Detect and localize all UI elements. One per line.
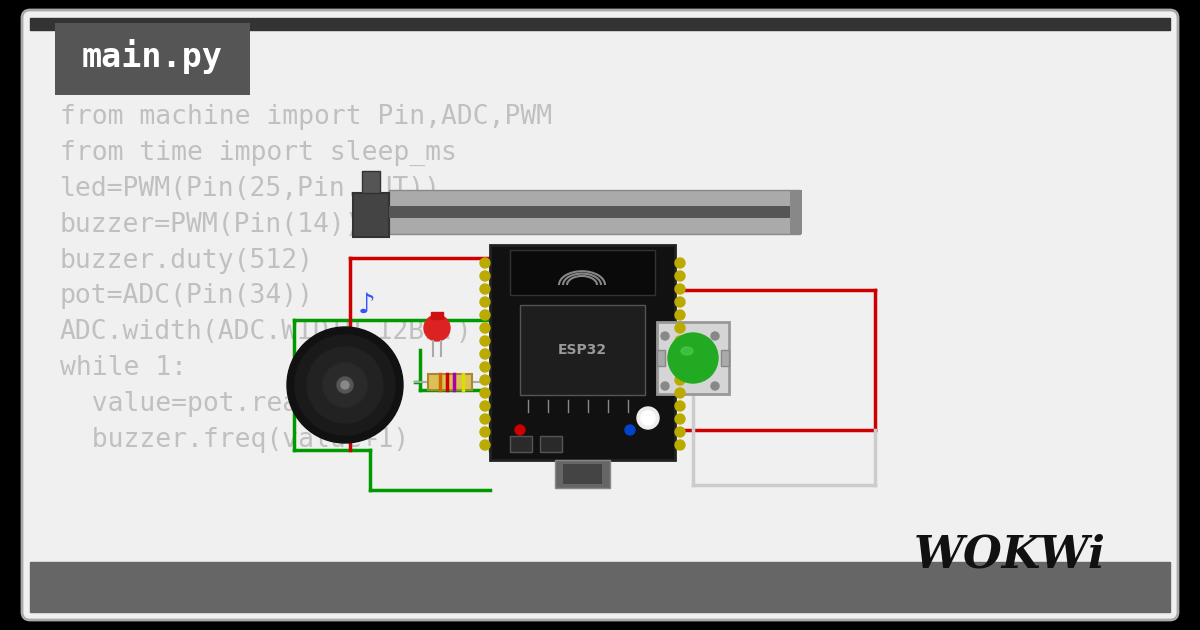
Circle shape	[641, 411, 655, 425]
Circle shape	[674, 349, 685, 359]
Circle shape	[323, 363, 367, 407]
Text: ♪: ♪	[358, 291, 376, 319]
Text: from time import sleep_ms: from time import sleep_ms	[60, 140, 457, 166]
Circle shape	[341, 381, 349, 389]
Text: led=PWM(Pin(25,Pin.OUT)): led=PWM(Pin(25,Pin.OUT))	[60, 176, 442, 202]
Circle shape	[674, 401, 685, 411]
Circle shape	[480, 362, 490, 372]
Circle shape	[480, 271, 490, 281]
Circle shape	[424, 315, 450, 341]
Circle shape	[661, 382, 670, 390]
Text: buzzer.freq(value+1): buzzer.freq(value+1)	[60, 427, 409, 453]
Circle shape	[674, 297, 685, 307]
Ellipse shape	[682, 347, 694, 355]
Circle shape	[674, 323, 685, 333]
Circle shape	[710, 332, 719, 340]
Circle shape	[480, 323, 490, 333]
Bar	[510, 436, 532, 452]
Bar	[55, 23, 250, 95]
Bar	[428, 374, 472, 390]
Circle shape	[674, 388, 685, 398]
Circle shape	[668, 333, 718, 383]
Circle shape	[287, 327, 403, 443]
Circle shape	[480, 336, 490, 346]
Circle shape	[480, 401, 490, 411]
Text: pot=ADC(Pin(34)): pot=ADC(Pin(34))	[60, 283, 314, 309]
Bar	[30, 562, 1170, 612]
Bar	[30, 18, 1170, 30]
Circle shape	[710, 382, 719, 390]
Bar	[520, 305, 646, 395]
Circle shape	[515, 425, 526, 435]
Bar	[353, 193, 389, 237]
Circle shape	[674, 284, 685, 294]
Bar	[362, 171, 380, 193]
Text: main.py: main.py	[82, 40, 222, 74]
Circle shape	[307, 347, 383, 423]
Bar	[658, 350, 665, 366]
Bar	[540, 436, 562, 452]
FancyBboxPatch shape	[22, 10, 1178, 620]
Bar	[658, 322, 730, 394]
Circle shape	[480, 297, 490, 307]
Circle shape	[480, 388, 490, 398]
Circle shape	[295, 335, 395, 435]
Circle shape	[674, 258, 685, 268]
Circle shape	[674, 427, 685, 437]
Circle shape	[674, 414, 685, 424]
Circle shape	[674, 310, 685, 320]
Bar	[431, 312, 443, 319]
Circle shape	[337, 377, 353, 393]
Circle shape	[661, 332, 670, 340]
Bar	[563, 464, 602, 484]
Circle shape	[480, 414, 490, 424]
Circle shape	[674, 336, 685, 346]
Text: buzzer.duty(512): buzzer.duty(512)	[60, 248, 314, 274]
Bar	[490, 245, 674, 460]
Circle shape	[674, 271, 685, 281]
Text: while 1:: while 1:	[60, 355, 187, 381]
Text: buzzer=PWM(Pin(14)): buzzer=PWM(Pin(14))	[60, 212, 361, 238]
Circle shape	[637, 407, 659, 429]
Circle shape	[480, 284, 490, 294]
Text: ADC.width(ADC.WIDTH_12BIT): ADC.width(ADC.WIDTH_12BIT)	[60, 319, 473, 345]
Text: from machine import Pin,ADC,PWM: from machine import Pin,ADC,PWM	[60, 104, 552, 130]
Text: ESP32: ESP32	[558, 343, 606, 357]
Circle shape	[674, 440, 685, 450]
Bar	[554, 460, 610, 488]
Text: value=pot.read(): value=pot.read()	[60, 391, 346, 417]
Bar	[389, 206, 800, 218]
Circle shape	[480, 375, 490, 385]
Bar	[389, 190, 800, 234]
Circle shape	[480, 440, 490, 450]
Circle shape	[625, 425, 635, 435]
Text: WOKWi: WOKWi	[914, 534, 1106, 576]
Bar	[790, 190, 802, 234]
Circle shape	[480, 427, 490, 437]
Circle shape	[480, 349, 490, 359]
Bar	[721, 350, 730, 366]
Bar	[510, 250, 655, 295]
Circle shape	[480, 310, 490, 320]
Circle shape	[674, 362, 685, 372]
Circle shape	[674, 375, 685, 385]
Circle shape	[480, 258, 490, 268]
